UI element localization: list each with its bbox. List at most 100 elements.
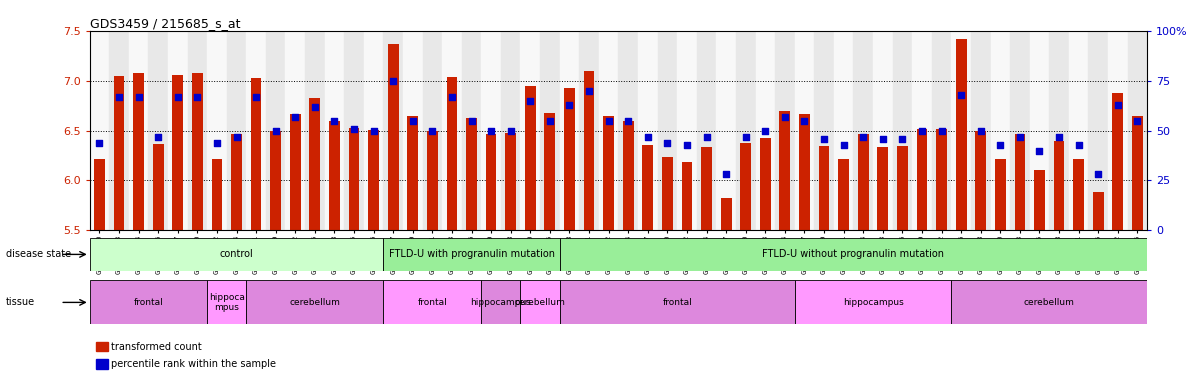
Bar: [583, 71, 594, 230]
Bar: [212, 159, 222, 230]
Bar: [795, 280, 951, 324]
Bar: [1132, 116, 1142, 230]
Point: [599, 118, 618, 124]
Point: [148, 134, 167, 140]
Text: frontal: frontal: [662, 298, 692, 307]
Bar: [461, 31, 482, 230]
Bar: [917, 129, 927, 230]
Bar: [270, 131, 281, 230]
Bar: [657, 31, 678, 230]
Point: [678, 141, 697, 147]
Bar: [90, 280, 207, 324]
Text: cerebellum: cerebellum: [1024, 298, 1074, 307]
Bar: [133, 73, 143, 230]
Point: [815, 136, 834, 142]
Bar: [603, 116, 614, 230]
Bar: [951, 31, 970, 230]
Bar: [109, 31, 129, 230]
Bar: [741, 142, 752, 230]
Bar: [172, 74, 183, 230]
Point: [972, 127, 991, 134]
Bar: [1068, 31, 1089, 230]
Text: transformed count: transformed count: [111, 342, 202, 352]
Point: [540, 118, 559, 124]
Point: [403, 118, 422, 124]
Point: [1049, 134, 1068, 140]
Bar: [1113, 93, 1123, 230]
Bar: [447, 77, 458, 230]
Bar: [1049, 31, 1068, 230]
Bar: [310, 98, 320, 230]
Point: [482, 127, 501, 134]
Bar: [697, 31, 716, 230]
Bar: [286, 31, 305, 230]
Bar: [423, 31, 442, 230]
Bar: [344, 31, 363, 230]
Bar: [897, 146, 908, 230]
Bar: [153, 144, 164, 230]
Bar: [1034, 170, 1044, 230]
Point: [755, 127, 774, 134]
Bar: [995, 159, 1006, 230]
Bar: [819, 146, 829, 230]
Bar: [129, 31, 148, 230]
Point: [991, 141, 1010, 147]
Text: disease state: disease state: [6, 249, 71, 260]
Text: tissue: tissue: [6, 297, 35, 308]
Bar: [638, 31, 657, 230]
Point: [462, 118, 482, 124]
Text: percentile rank within the sample: percentile rank within the sample: [111, 359, 276, 369]
Point: [521, 98, 540, 104]
Bar: [525, 86, 535, 230]
Bar: [975, 131, 986, 230]
Bar: [427, 131, 437, 230]
Text: control: control: [220, 249, 253, 260]
Bar: [893, 31, 912, 230]
Bar: [1030, 31, 1049, 230]
Point: [795, 118, 814, 124]
Bar: [799, 114, 810, 230]
Point: [736, 134, 755, 140]
Bar: [755, 31, 776, 230]
Bar: [559, 31, 580, 230]
Bar: [795, 31, 814, 230]
Bar: [90, 238, 384, 271]
Point: [853, 134, 872, 140]
Point: [834, 141, 853, 147]
Bar: [970, 31, 991, 230]
Bar: [521, 280, 559, 324]
Bar: [736, 31, 755, 230]
Text: FTLD-U with progranulin mutation: FTLD-U with progranulin mutation: [388, 249, 554, 260]
Bar: [701, 147, 712, 230]
Bar: [505, 132, 516, 230]
Point: [266, 127, 286, 134]
Point: [344, 126, 363, 132]
Bar: [936, 129, 946, 230]
Bar: [349, 127, 360, 230]
Bar: [559, 280, 795, 324]
Bar: [540, 31, 559, 230]
Bar: [485, 134, 496, 230]
Point: [501, 127, 520, 134]
Point: [717, 171, 736, 177]
Bar: [1054, 141, 1065, 230]
Bar: [760, 137, 771, 230]
Point: [913, 127, 932, 134]
Bar: [403, 31, 423, 230]
Point: [305, 104, 324, 110]
Point: [325, 118, 344, 124]
Point: [893, 136, 912, 142]
Text: cerebellum: cerebellum: [515, 298, 565, 307]
Bar: [814, 31, 834, 230]
Point: [951, 91, 970, 98]
Point: [1030, 147, 1049, 154]
Bar: [853, 31, 874, 230]
Bar: [192, 73, 203, 230]
Point: [188, 94, 207, 100]
Bar: [246, 31, 265, 230]
Point: [442, 94, 461, 100]
Text: hippocampus: hippocampus: [842, 298, 903, 307]
Point: [208, 139, 227, 146]
Bar: [227, 31, 246, 230]
Bar: [207, 280, 246, 324]
